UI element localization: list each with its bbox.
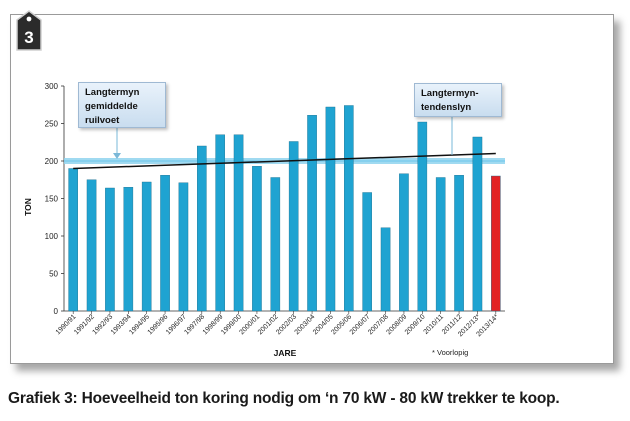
average-callout-line: Langtermyn xyxy=(85,87,140,98)
number-badge-icon: 3 xyxy=(16,10,42,51)
trend-callout-line: Langtermyn- xyxy=(421,88,479,99)
bar xyxy=(472,136,483,312)
bar xyxy=(215,134,225,312)
y-tick-label: 0 xyxy=(54,307,59,316)
bar xyxy=(362,192,372,312)
bar xyxy=(399,173,409,312)
average-callout: Langtermyn gemiddelde ruilvoet xyxy=(78,82,166,128)
bar xyxy=(105,187,115,312)
bar xyxy=(380,227,391,312)
y-tick-label: 150 xyxy=(45,195,59,204)
x-tick-labels: 1990/911991/921992/931993/941994/951995/… xyxy=(55,311,500,338)
bar xyxy=(160,175,170,312)
trend-line xyxy=(73,152,496,170)
bar xyxy=(307,115,317,312)
bar xyxy=(141,181,152,312)
bar xyxy=(325,106,336,312)
bar xyxy=(68,168,78,312)
bar xyxy=(417,121,428,312)
trend-callout-line: tendenslyn xyxy=(421,102,472,113)
callout-pointers xyxy=(113,117,453,159)
bar xyxy=(454,175,464,312)
y-tick-label: 300 xyxy=(45,82,59,91)
y-tick-label: 100 xyxy=(45,232,59,241)
y-axis-label: TON xyxy=(23,198,33,216)
bar xyxy=(178,182,189,312)
bar xyxy=(233,134,244,312)
y-tick-labels: 0 50 100 150 200 250 300 xyxy=(45,82,64,316)
y-tick-label: 250 xyxy=(45,120,59,129)
trend-line-group xyxy=(73,152,496,170)
bar xyxy=(344,105,354,312)
bar xyxy=(123,187,134,312)
bar xyxy=(288,141,299,312)
bar xyxy=(252,166,262,312)
bar xyxy=(435,177,446,312)
average-pointer-arrow xyxy=(113,153,121,159)
bar-series xyxy=(68,105,501,312)
average-callout-line: ruilvoet xyxy=(85,115,120,126)
x-axis-label: JARE xyxy=(274,348,297,358)
trend-callout: Langtermyn- tendenslyn xyxy=(414,83,502,117)
average-callout-line: gemiddelde xyxy=(85,101,138,112)
bar xyxy=(270,177,281,312)
y-tick-label: 50 xyxy=(49,270,58,279)
bar xyxy=(491,175,501,312)
badge-number: 3 xyxy=(24,28,33,47)
figure-caption: Grafiek 3: Hoeveelheid ton koring nodig … xyxy=(8,390,560,407)
footnote: * Voorlopig xyxy=(432,348,469,357)
bar xyxy=(197,145,207,312)
y-tick-label: 200 xyxy=(45,157,59,166)
bar xyxy=(86,179,97,312)
